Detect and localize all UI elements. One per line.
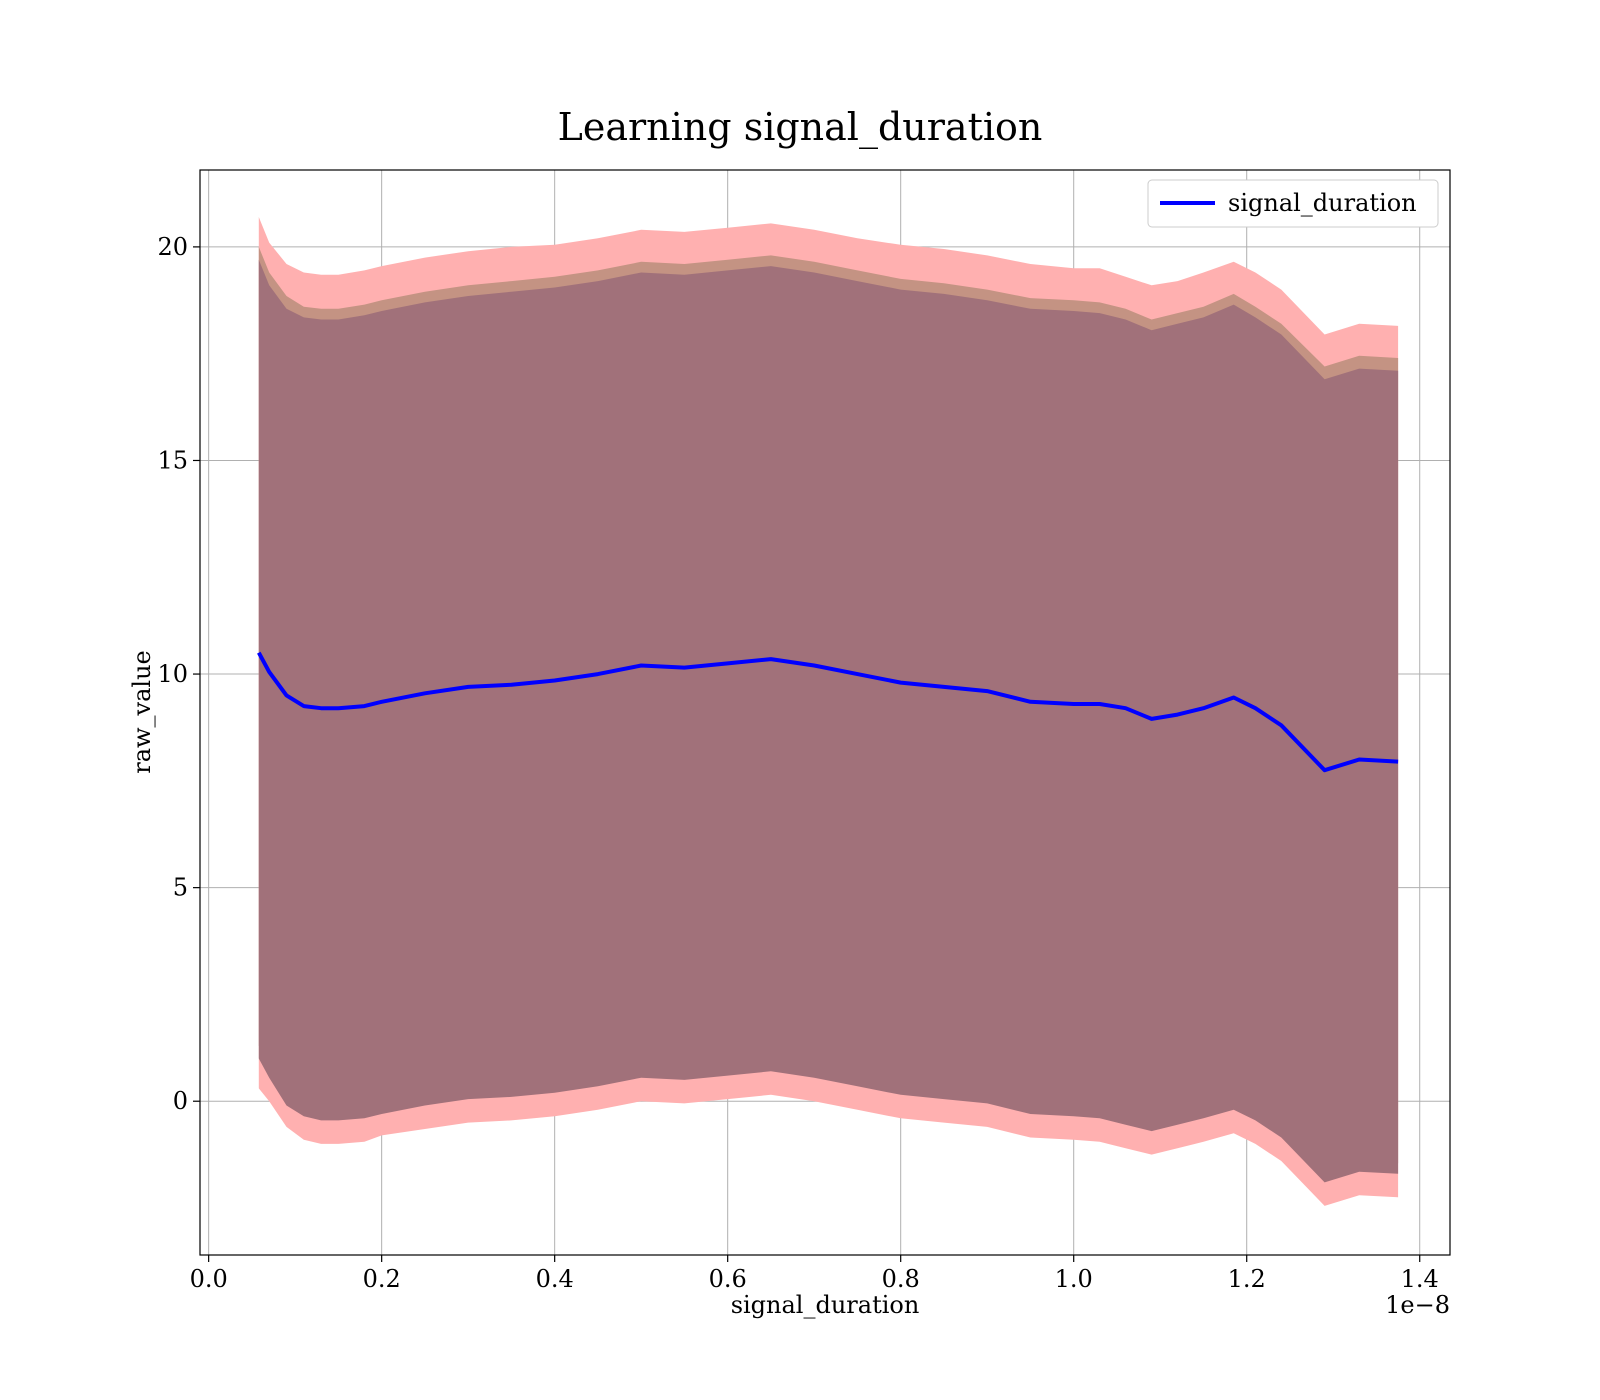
chart-title: Learning signal_duration	[558, 105, 1043, 150]
y-axis-ticks: 0 5 10 15 20	[157, 233, 200, 1115]
legend-box	[1147, 179, 1439, 228]
y-tick-label: 10	[157, 660, 188, 688]
x-tick-label: 0.8	[882, 1265, 920, 1293]
y-tick-label: 20	[157, 233, 188, 261]
series-lines	[257, 651, 1399, 773]
x-tick-label: 0.4	[536, 1265, 574, 1293]
y-axis-label: raw_value	[128, 650, 156, 774]
y-tick-label: 15	[157, 446, 188, 474]
series-line-signal-duration	[257, 651, 1399, 773]
bands	[258, 217, 1399, 1206]
x-axis-label: signal_duration	[731, 1291, 920, 1319]
y-tick-label: 5	[173, 874, 188, 902]
y-tick-label: 0	[173, 1087, 188, 1115]
plot-frame	[199, 169, 1451, 1256]
x-tick-label: 0.2	[363, 1265, 401, 1293]
band-inner	[258, 259, 1399, 1183]
x-axis-ticks: 0.0 0.2 0.4 0.6 0.8 1.0 1.2 1.4	[190, 1255, 1439, 1293]
x-tick-label: 0.0	[190, 1265, 228, 1293]
x-tick-label: 1.4	[1401, 1265, 1439, 1293]
x-tick-label: 1.2	[1228, 1265, 1266, 1293]
x-axis-offset-label: 1e−8	[1385, 1291, 1450, 1319]
x-tick-label: 0.6	[709, 1265, 747, 1293]
legend: signal_duration	[1147, 179, 1439, 228]
legend-entry-signal-duration: signal_duration	[1228, 189, 1417, 217]
x-tick-label: 1.0	[1055, 1265, 1093, 1293]
